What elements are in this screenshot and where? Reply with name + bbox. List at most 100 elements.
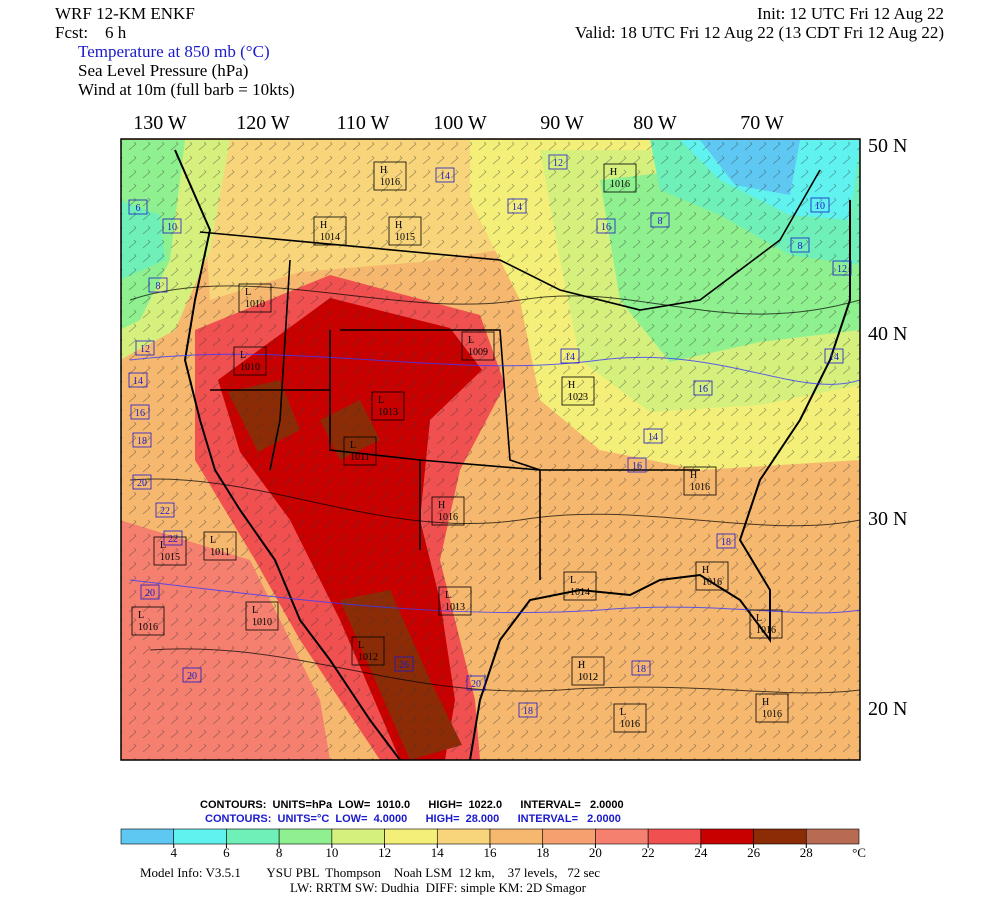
isotherm-label-box [163,530,183,546]
isobar [129,285,860,694]
pressure-center-kind: H [320,220,327,231]
isotherm-label: 18 [523,706,533,717]
wind-barbs [121,139,860,760]
pressure-center-kind: L [468,335,474,346]
pressure-center-kind: L [160,540,166,551]
pressure-center-value: 1013 [445,602,465,613]
colorbar-segment [173,828,227,845]
pressure-center-kind: H [578,660,585,671]
pressure-center-box [431,496,465,526]
latitude-label: 50 N [868,135,907,157]
colorbar-segment [542,828,596,845]
isotherm-label: 8 [798,241,803,252]
pressure-center-kind: H [568,380,575,391]
pressure-center-value: 1016 [702,577,722,588]
pressure-center-value: 1016 [438,512,458,523]
isotherm-label: 12 [140,344,150,355]
pressure-center-box [153,536,187,566]
longitude-label: 80 W [633,112,677,134]
map-frame [120,138,861,761]
colorbar-segment [331,828,385,845]
isotherm-label: 22 [160,506,170,517]
pressure-center-box [131,606,165,636]
isotherm-label-box [548,154,568,170]
map-area: H1016H1014H1015H1016L1010L1009L1013L1011… [121,139,860,760]
pressure-center-kind: L [756,613,762,624]
pressure-center-box [373,161,407,191]
pressure-center-box [613,703,647,733]
isotherm-label: 26 [399,660,409,671]
isotherm-label-box [132,474,152,490]
pressure-center-box [438,586,472,616]
pressure-center-kind: L [358,640,364,651]
isotherm-label-box [716,533,736,549]
latitude-label: 20 N [868,698,907,720]
isotherm-label: 14 [565,352,575,363]
model-info: Model Info: V3.5.1 YSU PBL Thompson Noah… [140,865,600,880]
longitude-label: 70 W [740,112,784,134]
isotherm-label: 20 [187,671,197,682]
isotherm-label-box [790,237,810,253]
colorbar-tick-label: 28 [800,845,813,860]
pressure-center-kind: H [380,165,387,176]
temp-contour-info: CONTOURS: UNITS=°C LOW= 4.0000 HIGH= 28.… [205,813,621,825]
pressure-center-box [571,656,605,686]
isotherm-label: 16 [601,222,611,233]
pressure-center-box [233,346,267,376]
isotherm-label: 14 [829,352,839,363]
pressure-center-kind: L [620,707,626,718]
pressure-center-value: 1013 [378,407,398,418]
isotherm-label: 12 [837,264,847,275]
isotherm-label-box [394,656,414,672]
isotherm-label-box [650,212,670,228]
isotherm-label-box [507,198,527,214]
colorbar-unit: °C [852,845,866,860]
pressure-center-kind: H [702,565,709,576]
isotherm-label: 22 [168,534,178,545]
pressure-center-value: 1016 [380,177,400,188]
isotherm-label: 10 [167,222,177,233]
pressure-center-value: 1012 [578,672,598,683]
longitude-label: 120 W [236,112,290,134]
pressure-center-box [749,609,783,639]
pressure-center-value: 1011 [210,547,230,558]
isotherm-label: 16 [632,461,642,472]
pressure-center-value: 1016 [620,719,640,730]
pressure-center-box [561,376,595,406]
pressure-center-box [683,466,717,496]
pressure-center-box [695,561,729,591]
pressure-center-box [461,331,495,361]
isotherm-label-box [466,675,486,691]
pressure-center-value: 1016 [138,622,158,633]
pressure-center-kind: L [252,605,258,616]
isotherm-label: 12 [553,158,563,169]
isotherm-label-box [693,380,713,396]
slp-contour-info: CONTOURS: UNITS=hPa LOW= 1010.0 HIGH= 10… [200,799,624,811]
coastline [174,149,851,760]
colorbar-segment [384,828,438,845]
pressure-center-value: 1014 [320,232,340,243]
isotherm-label-box [824,348,844,364]
isotherm-label-box [132,432,152,448]
pressure-center-kind: L [445,590,451,601]
colorbar-tick-label: 10 [325,845,338,860]
isotherm-label: 14 [512,202,522,213]
isotherm-label: 6 [136,203,141,214]
colorbar-segment [226,828,280,845]
isotherm-label: 14 [648,432,658,443]
isotherm-label-box [182,667,202,683]
pressure-center-value: 1016 [762,709,782,720]
pressure-center-value: 1010 [252,617,272,628]
isotherm-label-box [627,457,647,473]
isotherm-label: 16 [698,384,708,395]
axis-labels: 130 W 120 W 110 W 100 W 90 W 80 W 70 W 50 N 40 N… [133,112,907,720]
colorbar-segment [489,828,544,845]
map-labels: H1016H1014H1015H1016L1010L1009L1013L1011… [128,154,852,733]
pressure-center-value: 1012 [358,652,378,663]
colorbar-tick-label: 6 [223,845,230,860]
colorbar-tick-label: 22 [642,845,655,860]
isotherm-label-box [518,702,538,718]
colorbar-tick-label: 14 [431,845,445,860]
longitude-label: 130 W [133,112,187,134]
pressure-center-box [603,163,637,193]
